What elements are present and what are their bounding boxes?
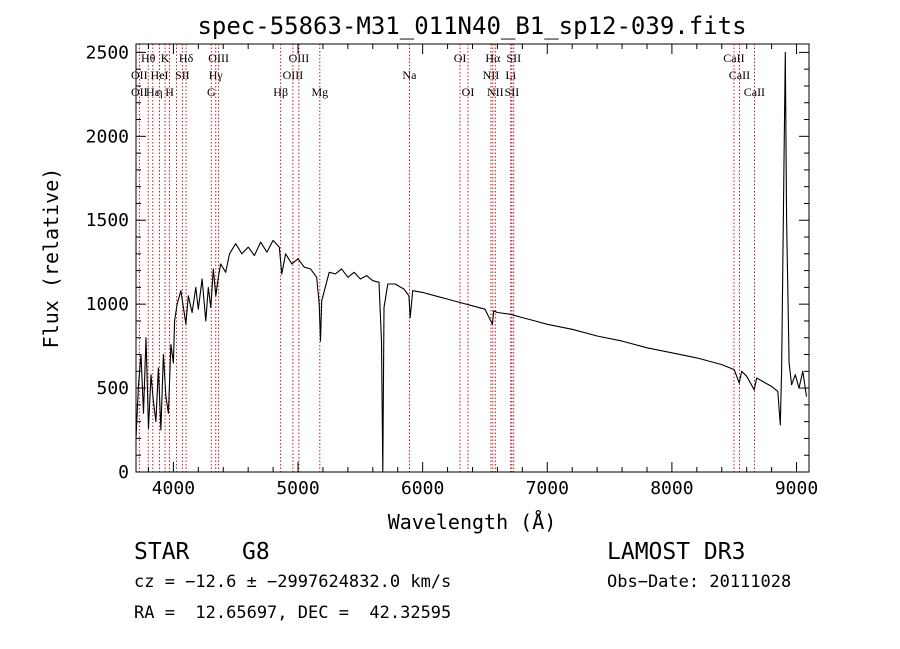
spectral-line-label: η <box>156 85 162 99</box>
line-marker-layer <box>138 44 755 472</box>
coordinates: RA = 12.65697, DEC = 42.32595 <box>134 603 452 623</box>
spectral-line-label: SII <box>175 68 190 82</box>
plot-frame <box>135 43 810 473</box>
spectral-line-label: OII <box>131 85 148 99</box>
obs-date: Obs−Date: 20111028 <box>607 572 792 592</box>
y-axis-label: Flux (relative) <box>39 168 63 349</box>
y-tick-label: 1000 <box>86 294 129 315</box>
spectral-line-label: Hδ <box>179 51 194 65</box>
x-axis-label: Wavelength (Å) <box>388 510 557 534</box>
y-tick-label: 2000 <box>86 126 129 147</box>
spectral-line-label: H <box>165 85 174 99</box>
spectral-line-label: OIII <box>283 68 304 82</box>
spectral-line-label: Hα <box>485 51 501 65</box>
y-tick-label: 2500 <box>86 42 129 63</box>
spectral-line-label: CaII <box>723 51 744 65</box>
chart-title: spec-55863-M31_011N40_B1_sp12-039.fits <box>197 12 746 40</box>
cz-value: cz = −12.6 ± −2997624832.0 km/s <box>134 572 452 592</box>
spectral-line-label: Hθ <box>141 51 156 65</box>
spectral-line-label: Hγ <box>209 68 224 82</box>
spectrum-series-line <box>135 51 808 473</box>
spectral-line-label: Na <box>402 68 417 82</box>
x-tick-label: 9000 <box>775 478 818 499</box>
spectral-line-label: NII <box>483 68 500 82</box>
spectral-line-label: Li <box>505 68 516 82</box>
y-tick-label: 0 <box>118 462 129 483</box>
spectral-line-label: Hε <box>146 85 160 99</box>
x-tick-label: 4000 <box>152 478 195 499</box>
spectral-line-label: Mg <box>311 85 328 99</box>
spectral-line-label: OII <box>131 68 148 82</box>
spectral-line-label: G <box>207 85 216 99</box>
class-label: STAR <box>134 539 190 565</box>
spectral-line-label: CaII <box>744 85 765 99</box>
spectral-line-label: NII <box>487 85 504 99</box>
spectral-line-label: OI <box>462 85 475 99</box>
spectral-line-label: K <box>161 51 170 65</box>
spectral-line-label: OI <box>454 51 467 65</box>
spectral-line-label: OIII <box>289 51 310 65</box>
y-tick-label: 1500 <box>86 210 129 231</box>
axis-tick-layer: 4000 5000 6000 7000 8000 9000 0 500 1000 1500 2000… <box>86 42 819 499</box>
spectral-line-label: SII <box>506 51 521 65</box>
spectral-line-label: Hβ <box>273 85 288 99</box>
x-tick-label: 7000 <box>526 478 569 499</box>
survey-label: LAMOST DR3 <box>607 539 746 565</box>
line-label-layer: Hθ K Hδ OIII OIII OI Hα SII CaII OII HeI SII Hγ OIII N… <box>131 51 765 99</box>
x-tick-label: 6000 <box>401 478 444 499</box>
x-tick-label: 8000 <box>650 478 693 499</box>
spectral-line-label: CaII <box>729 68 750 82</box>
subclass-label: G8 <box>242 539 270 565</box>
spectral-line-label: HeI <box>151 68 169 82</box>
spectral-line-label: OIII <box>208 51 229 65</box>
spectral-line-label: SII <box>505 85 520 99</box>
y-tick-label: 500 <box>96 378 129 399</box>
x-tick-label: 5000 <box>276 478 319 499</box>
